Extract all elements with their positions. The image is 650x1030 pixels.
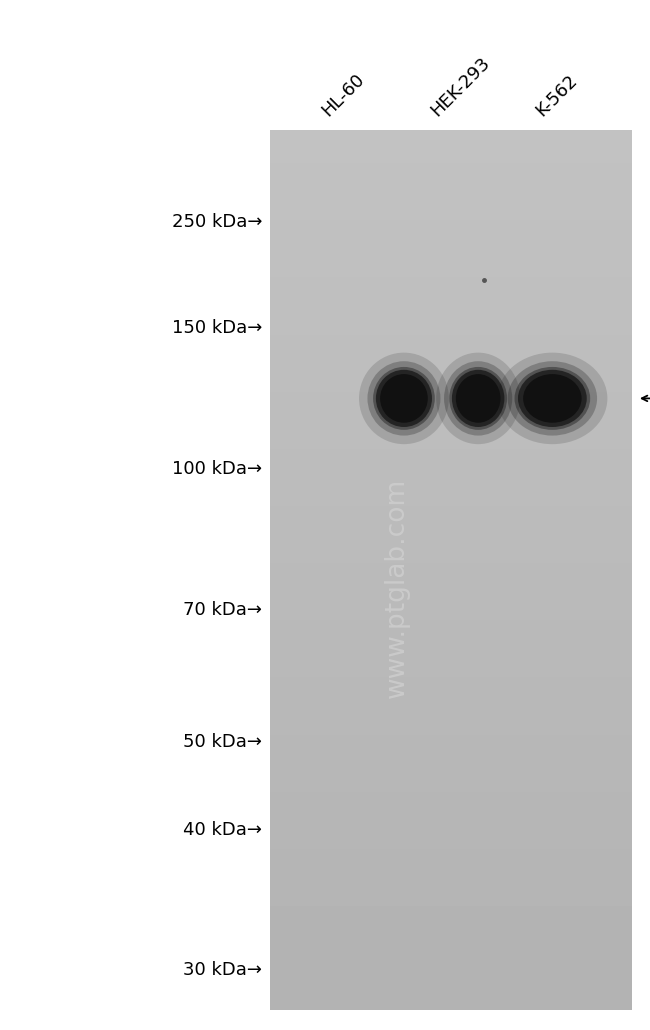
Text: 70 kDa→: 70 kDa→ <box>183 600 262 619</box>
Ellipse shape <box>436 352 520 444</box>
Text: HL-60: HL-60 <box>318 70 369 121</box>
Ellipse shape <box>452 370 504 427</box>
Text: 40 kDa→: 40 kDa→ <box>183 821 262 838</box>
Text: 30 kDa→: 30 kDa→ <box>183 961 262 980</box>
Text: 50 kDa→: 50 kDa→ <box>183 732 262 751</box>
Ellipse shape <box>456 374 500 422</box>
Ellipse shape <box>380 374 428 422</box>
Ellipse shape <box>376 370 432 427</box>
Ellipse shape <box>367 362 441 436</box>
Text: HEK-293: HEK-293 <box>428 54 493 121</box>
Text: 100 kDa→: 100 kDa→ <box>172 459 262 478</box>
Ellipse shape <box>444 362 512 436</box>
Ellipse shape <box>449 367 507 430</box>
Ellipse shape <box>515 367 590 430</box>
Text: 250 kDa→: 250 kDa→ <box>172 213 262 232</box>
Text: www.ptglab.com: www.ptglab.com <box>384 478 410 697</box>
Ellipse shape <box>359 352 449 444</box>
Text: 150 kDa→: 150 kDa→ <box>172 319 262 337</box>
Ellipse shape <box>508 362 597 436</box>
Ellipse shape <box>373 367 435 430</box>
Text: K-562: K-562 <box>532 71 581 121</box>
Ellipse shape <box>523 374 582 422</box>
Ellipse shape <box>497 352 607 444</box>
Ellipse shape <box>518 370 587 427</box>
